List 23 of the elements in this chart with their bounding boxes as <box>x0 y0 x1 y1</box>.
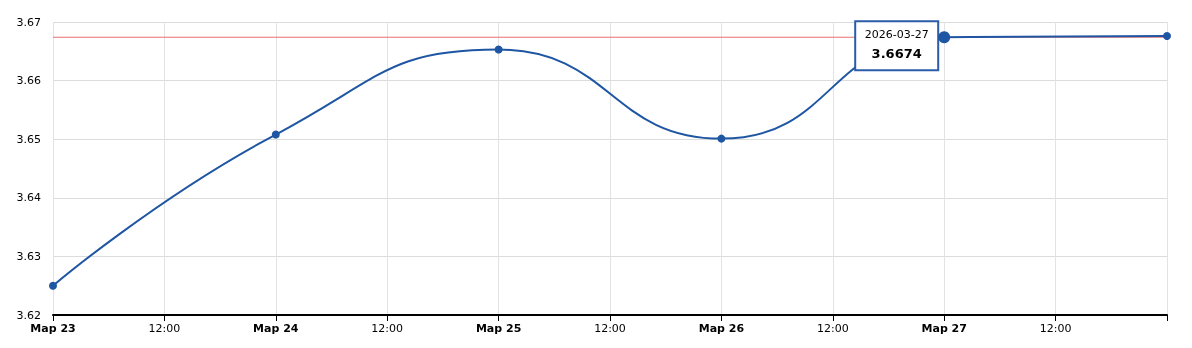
y-tick-label: 3.62 <box>16 308 41 322</box>
point <box>717 134 726 143</box>
x-tick-label: 12:00 <box>371 322 404 335</box>
y-tick-label: 3.66 <box>16 74 41 88</box>
x-tick-label: Мар 25 <box>475 322 522 335</box>
x-tick-label: Мар 24 <box>253 322 299 335</box>
x-tick-label: Мар 23 <box>30 322 76 335</box>
x-tick-label: Мар 26 <box>698 322 745 335</box>
point <box>271 130 280 139</box>
y-tick-label: 3.65 <box>16 132 41 146</box>
y-tick-label: 3.63 <box>16 249 41 263</box>
point <box>494 45 503 54</box>
x-tick-label: Мар 27 <box>921 322 967 335</box>
x-tick-label: 12:00 <box>594 322 626 335</box>
annotation: 3.6674 <box>871 45 922 61</box>
annotation: 2026-03-27 <box>864 27 929 41</box>
x-tick-label: 12:00 <box>816 322 849 335</box>
y-tick-label: 3.64 <box>16 191 41 205</box>
y-tick-label: 3.67 <box>16 15 41 29</box>
point <box>49 281 57 290</box>
x-tick-label: 12:00 <box>148 322 181 335</box>
point <box>1163 32 1171 41</box>
x-tick-label: 12:00 <box>1039 322 1072 335</box>
